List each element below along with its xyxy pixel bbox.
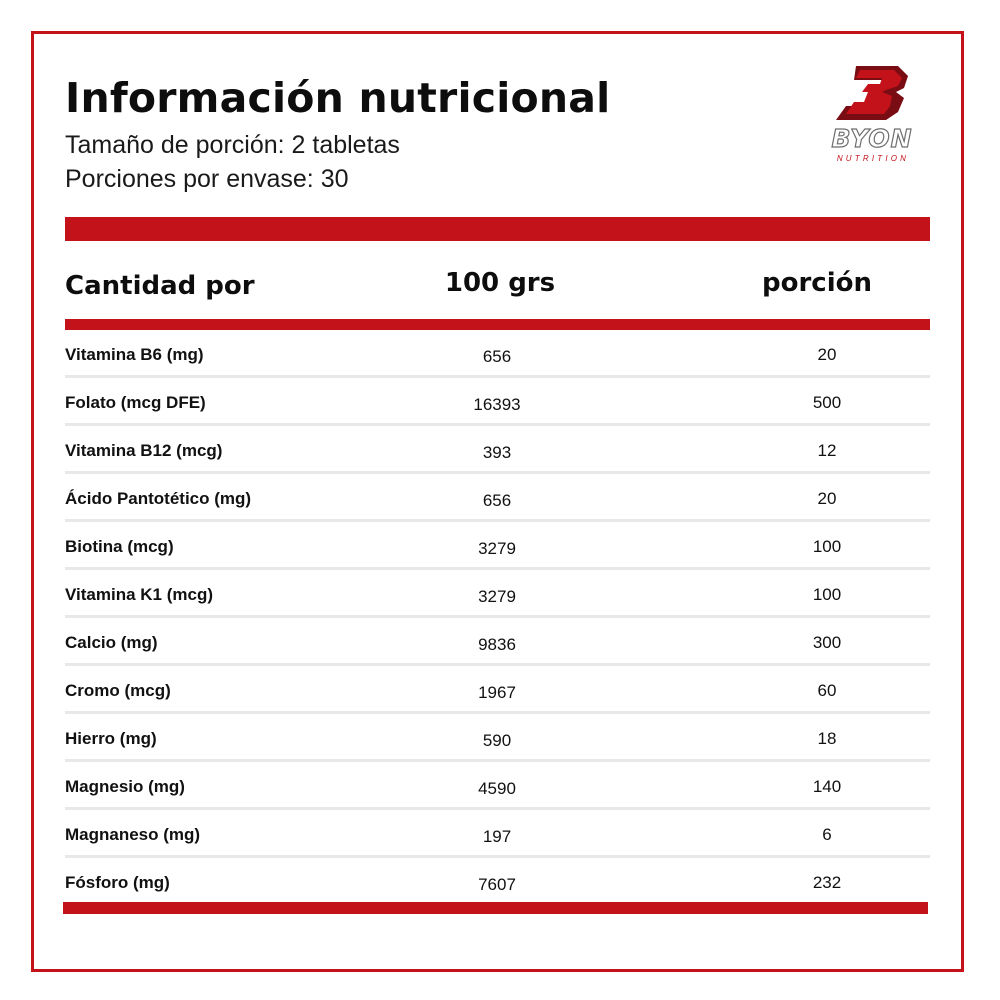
top-divider-bar bbox=[65, 217, 930, 241]
table-row: Vitamina B12 (mcg) 393 12 bbox=[65, 426, 930, 474]
value-per-100g: 393 bbox=[482, 443, 512, 462]
table-row: Fósforo (mg) 7607 232 bbox=[65, 858, 930, 906]
nutrient-name: Ácido Pantotético (mg) bbox=[65, 489, 252, 508]
brand-logo: BYON NUTRITION bbox=[812, 62, 930, 166]
value-per-100g: 9836 bbox=[478, 635, 516, 654]
serving-size-text: Tamaño de porción: 2 tabletas bbox=[65, 131, 400, 159]
byon-b-logo-icon bbox=[836, 66, 908, 120]
nutrient-name: Hierro (mg) bbox=[65, 729, 157, 748]
value-per-100g: 590 bbox=[482, 731, 512, 750]
value-per-serving: 60 bbox=[817, 681, 837, 700]
page-title: Información nutricional bbox=[65, 74, 611, 122]
nutrient-name: Calcio (mg) bbox=[65, 633, 158, 652]
row-divider bbox=[65, 807, 930, 810]
nutrient-name: Vitamina B12 (mcg) bbox=[65, 441, 223, 460]
value-per-100g: 1967 bbox=[478, 683, 516, 702]
row-divider bbox=[65, 855, 930, 858]
servings-per-container-text: Porciones por envase: 30 bbox=[65, 165, 349, 193]
value-per-serving: 20 bbox=[817, 489, 837, 508]
table-row: Cromo (mcg) 1967 60 bbox=[65, 666, 930, 714]
table-row: Magnesio (mg) 4590 140 bbox=[65, 762, 930, 810]
nutrient-name: Magnaneso (mg) bbox=[65, 825, 201, 844]
table-row: Biotina (mcg) 3279 100 bbox=[65, 522, 930, 570]
nutrient-name: Fósforo (mg) bbox=[65, 873, 170, 892]
table-row: Hierro (mg) 590 18 bbox=[65, 714, 930, 762]
row-divider bbox=[65, 423, 930, 426]
header-divider-bar bbox=[65, 319, 930, 330]
nutrient-name: Folato (mcg DFE) bbox=[65, 393, 206, 412]
value-per-serving: 12 bbox=[817, 441, 837, 460]
value-per-serving: 100 bbox=[812, 537, 842, 556]
table-row: Calcio (mg) 9836 300 bbox=[65, 618, 930, 666]
value-per-100g: 197 bbox=[482, 827, 512, 846]
nutrient-name: Biotina (mcg) bbox=[65, 537, 174, 556]
brand-tagline: NUTRITION bbox=[836, 154, 910, 163]
value-per-100g: 656 bbox=[482, 347, 512, 366]
table-row: Vitamina B6 (mg) 656 20 bbox=[65, 330, 930, 378]
value-per-serving: 100 bbox=[812, 585, 842, 604]
row-divider bbox=[65, 711, 930, 714]
column-header-100g: 100 grs bbox=[444, 268, 556, 298]
table-row: Folato (mcg DFE) 16393 500 bbox=[65, 378, 930, 426]
value-per-serving: 232 bbox=[812, 873, 842, 892]
table-row: Magnaneso (mg) 197 6 bbox=[65, 810, 930, 858]
value-per-100g: 7607 bbox=[478, 875, 516, 894]
row-divider bbox=[65, 375, 930, 378]
row-divider bbox=[65, 615, 930, 618]
row-divider bbox=[65, 663, 930, 666]
value-per-serving: 18 bbox=[817, 729, 837, 748]
value-per-serving: 300 bbox=[812, 633, 842, 652]
value-per-serving: 140 bbox=[812, 777, 842, 796]
column-header-serving: porción bbox=[762, 268, 872, 298]
value-per-100g: 3279 bbox=[478, 587, 516, 606]
row-divider bbox=[65, 567, 930, 570]
value-per-serving: 500 bbox=[812, 393, 842, 412]
value-per-serving: 20 bbox=[817, 345, 837, 364]
value-per-100g: 3279 bbox=[478, 539, 516, 558]
page-border bbox=[31, 31, 964, 972]
row-divider bbox=[65, 759, 930, 762]
table-row: Ácido Pantotético (mg) 656 20 bbox=[65, 474, 930, 522]
nutrient-name: Magnesio (mg) bbox=[65, 777, 185, 796]
nutrient-name: Vitamina K1 (mcg) bbox=[65, 585, 214, 604]
nutrient-name: Vitamina B6 (mg) bbox=[65, 345, 204, 364]
table-row: Vitamina K1 (mcg) 3279 100 bbox=[65, 570, 930, 618]
row-divider bbox=[65, 519, 930, 522]
bottom-divider-bar bbox=[63, 902, 928, 914]
brand-name: BYON bbox=[831, 123, 913, 153]
row-divider bbox=[65, 471, 930, 474]
column-header-amount-per: Cantidad por bbox=[65, 271, 255, 301]
value-per-100g: 656 bbox=[482, 491, 512, 510]
value-per-100g: 16393 bbox=[473, 395, 521, 414]
nutrition-table: Vitamina B6 (mg) 656 20 Folato (mcg DFE)… bbox=[65, 330, 930, 906]
nutrient-name: Cromo (mcg) bbox=[65, 681, 171, 700]
value-per-100g: 4590 bbox=[478, 779, 516, 798]
value-per-serving: 6 bbox=[822, 825, 832, 844]
